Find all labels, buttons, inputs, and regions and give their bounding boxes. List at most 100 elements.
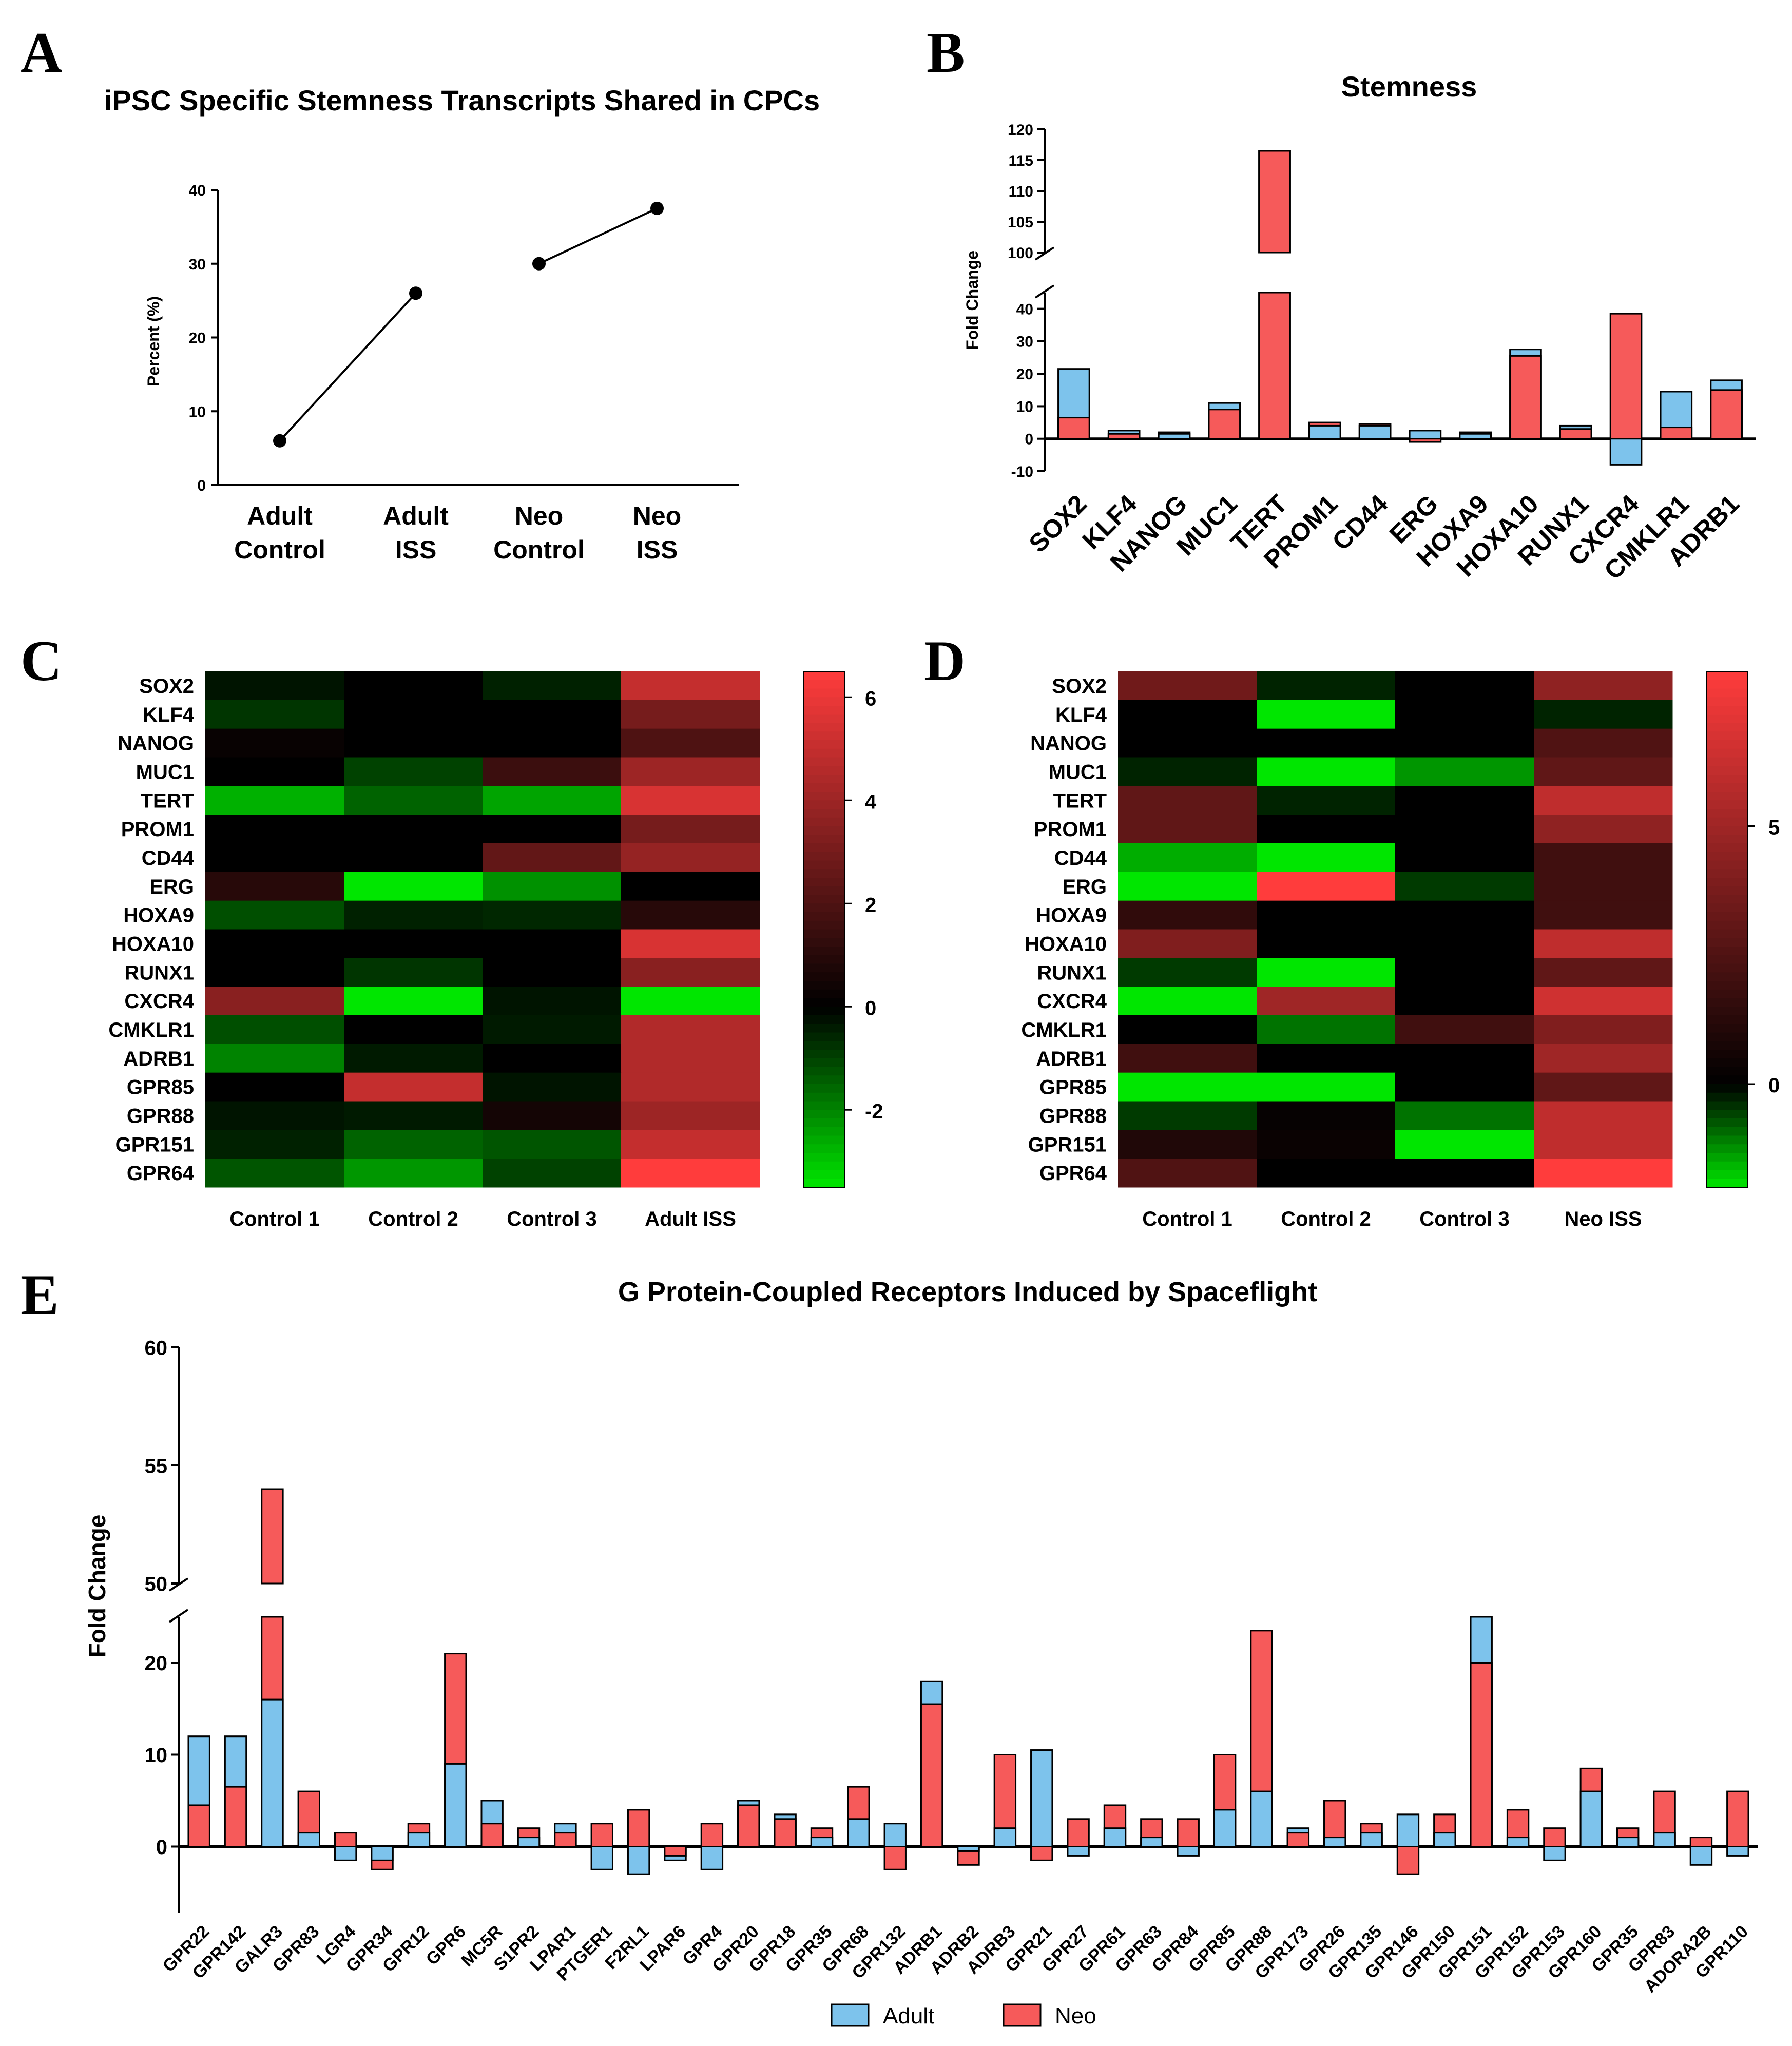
panel-b-marks bbox=[1057, 150, 1743, 466]
panel-c-cell-gpr88-control-1 bbox=[205, 1101, 344, 1130]
panel-e-bar-neo-gpr22 bbox=[187, 1804, 210, 1847]
panel-d-cell-tert-control-1 bbox=[1118, 786, 1257, 815]
panel-e-bar-adult-gpr153 bbox=[1543, 1846, 1566, 1861]
panel-c-colorbar-segment bbox=[803, 697, 844, 706]
panel-c-colorbar-segment bbox=[803, 766, 844, 775]
panel-c-cell-adrb1-adult-iss bbox=[621, 1044, 760, 1073]
panel-e-bar-neo-gpr27 bbox=[1067, 1818, 1090, 1848]
panel-d-cell-gpr88-control-2 bbox=[1257, 1101, 1396, 1130]
panel-a-connector-line bbox=[538, 207, 658, 265]
panel-c-row-label: GPR85 bbox=[127, 1076, 194, 1099]
panel-c-colorbar-segment bbox=[803, 757, 844, 767]
panel-c-colorbar-segment bbox=[803, 981, 844, 990]
panel-e-ytick-label: 20 bbox=[145, 1652, 168, 1675]
panel-d-colorbar-segment bbox=[1707, 972, 1748, 981]
panel-c-cell-gpr88-control-3 bbox=[483, 1101, 622, 1130]
panel-c-cell-gpr151-control-1 bbox=[205, 1130, 344, 1159]
panel-b-bar-neo-sox2 bbox=[1057, 417, 1090, 440]
panel-d-colorbar-segment bbox=[1707, 1118, 1748, 1128]
panel-c-row-label: GPR64 bbox=[127, 1162, 195, 1185]
panel-c-colorbar-segment bbox=[803, 1041, 844, 1050]
panel-b-bar-neo-hoxa10 bbox=[1509, 355, 1542, 440]
panel-a-point-neo-iss bbox=[650, 201, 664, 215]
panel-c-colorbar-segment bbox=[803, 895, 844, 904]
panel-d-colorbar-segment bbox=[1707, 706, 1748, 715]
panel-c-cell-hoxa9-adult-iss bbox=[621, 900, 760, 930]
panel-b-bar-neo-upper-tert bbox=[1258, 150, 1291, 254]
panel-b-ytick-label: 20 bbox=[1016, 366, 1033, 383]
panel-d-cell-gpr64-neo-iss bbox=[1534, 1159, 1673, 1188]
panel-c-cell-cmklr1-control-2 bbox=[344, 1015, 483, 1045]
panel-b-bar-neo-runx1 bbox=[1559, 428, 1592, 440]
panel-d-cell-hoxa9-control-1 bbox=[1118, 900, 1257, 930]
panel-d-colorbar-segment bbox=[1707, 981, 1748, 990]
panel-c-row-label: ERG bbox=[149, 876, 194, 898]
panel-a-ytick-label: 10 bbox=[189, 403, 206, 420]
panel-c-cell-hoxa9-control-3 bbox=[483, 900, 622, 930]
panel-c-colorbar-tick-label: 2 bbox=[865, 894, 876, 916]
panel-b-ytick-label: 115 bbox=[1009, 152, 1033, 169]
panel-d-colorbar-segment bbox=[1707, 809, 1748, 818]
panel-d-cell-hoxa9-control-3 bbox=[1395, 900, 1534, 930]
panel-label-c: C bbox=[21, 629, 62, 693]
panel-c-row-label: GPR88 bbox=[127, 1105, 194, 1127]
panel-d-colorbar-segment bbox=[1707, 1007, 1748, 1016]
panel-c-colorbar-segment bbox=[803, 1101, 844, 1111]
panel-e-bar-adult-gpr84 bbox=[1177, 1846, 1200, 1857]
panel-d-cell-runx1-neo-iss bbox=[1534, 958, 1673, 987]
panel-c-cell-hoxa10-control-3 bbox=[483, 929, 622, 958]
panel-d-row-label: NANOG bbox=[1030, 732, 1107, 755]
panel-c-cell-cxcr4-control-1 bbox=[205, 987, 344, 1016]
panel-label-e: E bbox=[21, 1263, 59, 1327]
panel-b-title: Stemness bbox=[1341, 70, 1477, 103]
panel-d-row-label: KLF4 bbox=[1055, 704, 1107, 726]
panel-d-row-label: ERG bbox=[1062, 876, 1107, 898]
panel-e-bar-adult-ptger1 bbox=[590, 1846, 613, 1870]
panel-c-cell-hoxa9-control-1 bbox=[205, 900, 344, 930]
panel-d-colorbar-segment bbox=[1707, 903, 1748, 913]
panel-d-cell-gpr85-control-1 bbox=[1118, 1072, 1257, 1102]
panel-c-colorbar-segment bbox=[803, 1161, 844, 1171]
panel-d-cell-gpr64-control-2 bbox=[1257, 1159, 1396, 1188]
panel-d-colorbar-segment bbox=[1707, 1041, 1748, 1050]
panel-a-ytick-label: 20 bbox=[189, 330, 206, 347]
panel-c-colorbar-segment bbox=[803, 963, 844, 973]
panel-d-colorbar-segment bbox=[1707, 1092, 1748, 1102]
panel-d-cell-prom1-control-2 bbox=[1257, 815, 1396, 844]
panel-d-colorbar-segment bbox=[1707, 843, 1748, 853]
panel-c-row-label: CMKLR1 bbox=[108, 1019, 194, 1041]
panel-d-colorbar-segment bbox=[1707, 1179, 1748, 1188]
panel-c-cell-nanog-adult-iss bbox=[621, 728, 760, 758]
panel-e-bar-adult-gpr21 bbox=[1030, 1749, 1053, 1848]
panel-d-cell-cmklr1-control-3 bbox=[1395, 1015, 1534, 1045]
panel-d-colorbar-segment bbox=[1707, 895, 1748, 904]
panel-c-column-label: Control 2 bbox=[368, 1208, 458, 1230]
panel-e-ytick-label: 50 bbox=[145, 1573, 168, 1595]
panel-c-colorbar-segment bbox=[803, 1153, 844, 1162]
panel-e-bar-adult-gpr110 bbox=[1726, 1846, 1749, 1857]
panel-a-xtick-label: Neo bbox=[515, 501, 563, 530]
panel-c-colorbar: 6 4 2 0 -2 bbox=[803, 671, 883, 1188]
panel-c-colorbar-segment bbox=[803, 1007, 844, 1016]
panel-e-bar-adult-gpr12 bbox=[407, 1832, 431, 1847]
panel-c-cell-gpr151-control-3 bbox=[483, 1130, 622, 1159]
panel-d-cell-gpr151-control-1 bbox=[1118, 1130, 1257, 1159]
panel-d-cell-cxcr4-neo-iss bbox=[1534, 987, 1673, 1016]
panel-d-cell-gpr151-control-3 bbox=[1395, 1130, 1534, 1159]
panel-b-axis-break-mark bbox=[1034, 284, 1055, 299]
panel-c-cell-hoxa9-control-2 bbox=[344, 900, 483, 930]
panel-c-cell-cd44-control-1 bbox=[205, 843, 344, 873]
panel-label-d: D bbox=[924, 629, 966, 693]
panel-d-colorbar-segment bbox=[1707, 1161, 1748, 1171]
panel-d-colorbar-segment bbox=[1707, 963, 1748, 973]
legend-swatch-neo bbox=[1003, 2003, 1042, 2027]
panel-c-colorbar-tick-label: -2 bbox=[865, 1100, 883, 1123]
panel-e-bar-adult-adrb3 bbox=[993, 1827, 1017, 1847]
panel-d-cell-hoxa10-control-1 bbox=[1118, 929, 1257, 958]
panel-d-colorbar-segment bbox=[1707, 775, 1748, 784]
panel-c-colorbar-segment bbox=[803, 869, 844, 878]
panel-c-row-label: KLF4 bbox=[143, 704, 195, 726]
panel-e-bar-neo-gpr18 bbox=[774, 1818, 797, 1848]
panel-d-column-label: Neo ISS bbox=[1564, 1208, 1642, 1230]
panel-c-cell-klf4-control-1 bbox=[205, 700, 344, 729]
